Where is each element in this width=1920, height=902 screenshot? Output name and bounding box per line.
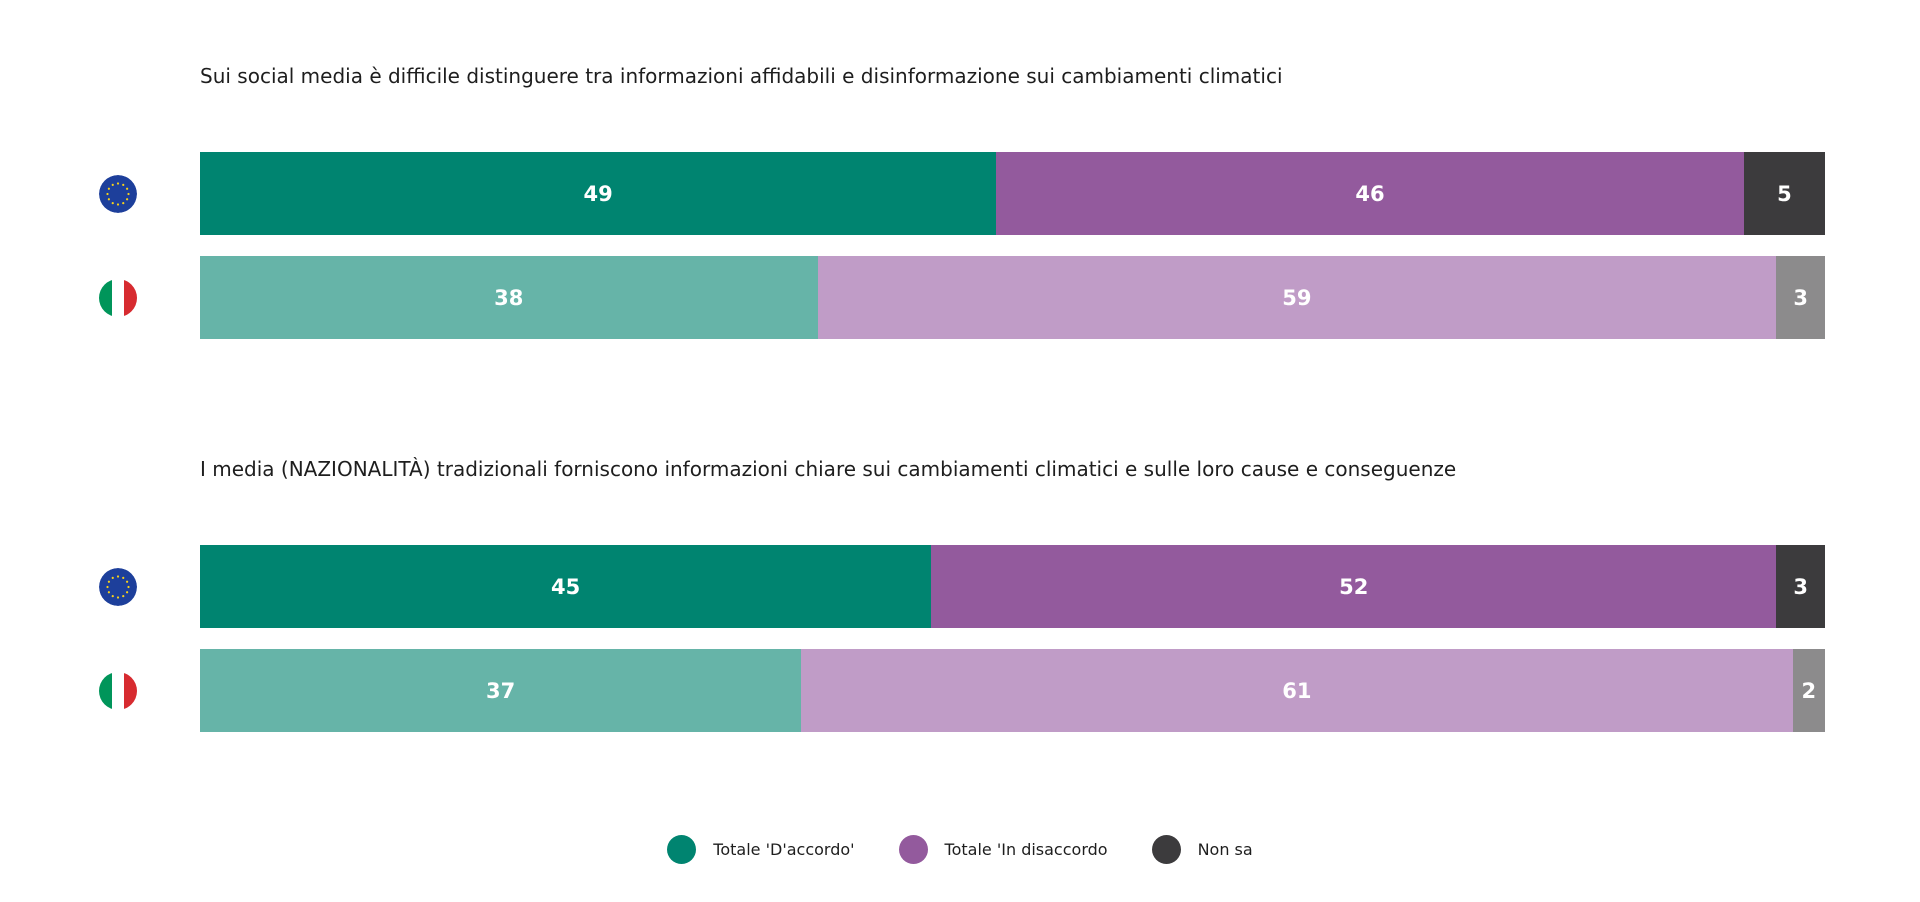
legend-swatch xyxy=(667,834,697,864)
legend: Totale 'D'accordo' Totale 'In disaccordo… xyxy=(0,832,1920,866)
stacked-bar: 38 59 3 xyxy=(200,256,1825,339)
segment-agree: 38 xyxy=(200,256,818,339)
data-label: 2 xyxy=(1801,678,1817,703)
data-label: 52 xyxy=(1339,574,1369,599)
data-label: 61 xyxy=(1282,678,1312,703)
data-label: 3 xyxy=(1793,574,1808,599)
segment-disagree: 59 xyxy=(817,256,1777,339)
legend-item-dont-know: Non sa xyxy=(1151,834,1253,864)
data-label: 38 xyxy=(494,285,524,310)
segment-dont-know: 5 xyxy=(1743,152,1825,235)
data-label: 45 xyxy=(551,574,581,599)
italy-flag-icon xyxy=(99,279,137,317)
legend-label: Non sa xyxy=(1197,839,1253,859)
legend-swatch xyxy=(898,834,928,864)
data-label: 49 xyxy=(583,181,613,206)
segment-agree: 45 xyxy=(200,545,932,628)
segment-agree: 37 xyxy=(200,649,802,732)
stacked-bar: 45 52 3 xyxy=(200,545,1825,628)
eu-flag-icon xyxy=(99,568,137,606)
data-label: 5 xyxy=(1777,181,1792,206)
q1-italy-row: 38 59 3 xyxy=(0,256,1920,339)
question-2-title: I media (NAZIONALITÀ) tradizionali forni… xyxy=(200,457,1457,481)
segment-dont-know: 3 xyxy=(1776,256,1825,339)
legend-label: Totale 'D'accordo' xyxy=(713,839,855,859)
q2-italy-row: 37 61 2 xyxy=(0,649,1920,732)
data-label: 46 xyxy=(1355,181,1385,206)
legend-label: Totale 'In disaccordo xyxy=(944,839,1108,859)
data-label: 37 xyxy=(486,678,516,703)
segment-disagree: 52 xyxy=(931,545,1777,628)
stacked-bar: 37 61 2 xyxy=(200,649,1825,732)
legend-item-disagree: Totale 'In disaccordo xyxy=(898,834,1108,864)
data-label: 59 xyxy=(1282,285,1312,310)
question-1-title: Sui social media è difficile distinguere… xyxy=(200,64,1283,88)
italy-flag-icon xyxy=(99,672,137,710)
segment-dont-know: 2 xyxy=(1792,649,1825,732)
segment-disagree: 46 xyxy=(996,152,1744,235)
segment-dont-know: 3 xyxy=(1776,545,1825,628)
eu-flag-icon xyxy=(99,175,137,213)
stacked-bar: 49 46 5 xyxy=(200,152,1825,235)
legend-item-agree: Totale 'D'accordo' xyxy=(667,834,855,864)
legend-swatch xyxy=(1151,834,1181,864)
segment-agree: 49 xyxy=(200,152,997,235)
segment-disagree: 61 xyxy=(801,649,1793,732)
q1-eu-row: 49 46 5 xyxy=(0,152,1920,235)
q2-eu-row: 45 52 3 xyxy=(0,545,1920,628)
data-label: 3 xyxy=(1793,285,1808,310)
